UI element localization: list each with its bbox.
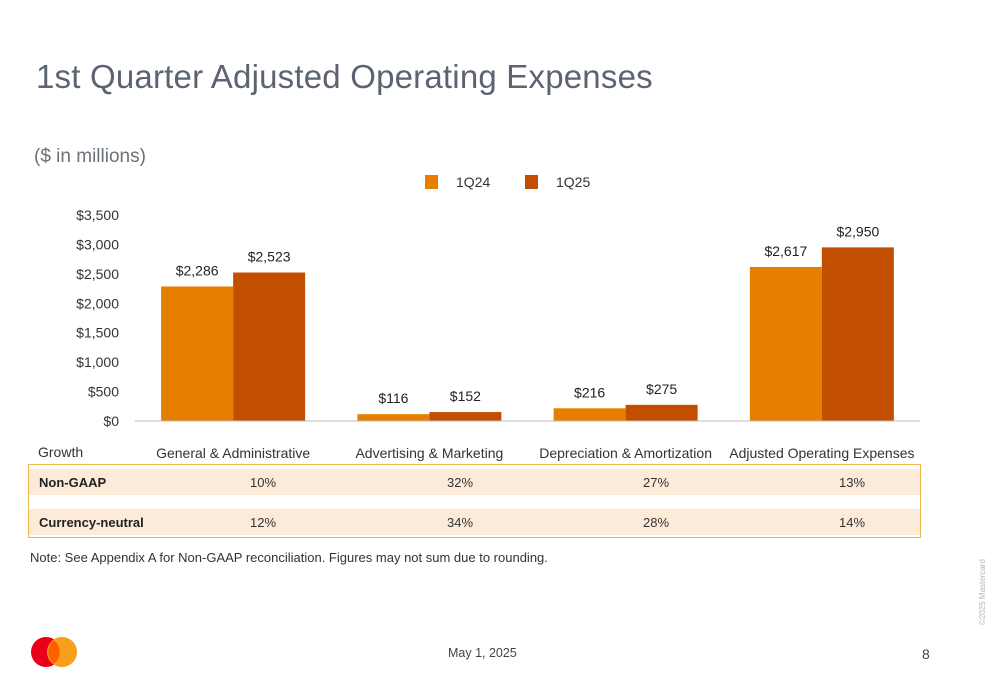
y-tick-label: $1,000 bbox=[76, 354, 119, 370]
y-tick-label: $2,000 bbox=[76, 295, 119, 311]
footer-date: May 1, 2025 bbox=[448, 646, 517, 660]
y-tick-label: $3,000 bbox=[76, 236, 119, 252]
y-tick-label: $500 bbox=[88, 384, 119, 400]
page-number: 8 bbox=[922, 646, 930, 662]
growth-cell: 10% bbox=[249, 475, 277, 490]
y-tick-label: $3,500 bbox=[76, 207, 119, 223]
growth-row-label: Non-GAAP bbox=[39, 475, 107, 490]
bar-1q25-2 bbox=[429, 412, 502, 421]
growth-cell: 28% bbox=[642, 515, 670, 530]
data-label: $152 bbox=[450, 388, 481, 404]
legend-swatch-1q24 bbox=[425, 175, 438, 189]
bar-1q24-2 bbox=[357, 414, 430, 421]
growth-cell: 12% bbox=[249, 515, 277, 530]
data-label: $275 bbox=[646, 381, 677, 397]
growth-row-label: Currency-neutral bbox=[39, 515, 144, 530]
data-label: $116 bbox=[378, 390, 408, 406]
bar-1q24-3 bbox=[553, 408, 626, 421]
y-tick-label: $2,500 bbox=[76, 266, 119, 282]
bar-chart: $0 $500 $1,000 $1,500 $2,000 $2,500 $3,000 $3,5… bbox=[76, 174, 920, 461]
data-label: $2,950 bbox=[836, 223, 879, 239]
y-tick-label: $0 bbox=[103, 413, 119, 429]
mastercard-logo bbox=[31, 637, 77, 667]
data-label: $216 bbox=[574, 384, 605, 400]
bar-1q25-3 bbox=[625, 404, 698, 421]
data-label: $2,523 bbox=[248, 249, 291, 265]
growth-cell: 13% bbox=[838, 475, 866, 490]
legend-label: 1Q24 bbox=[456, 174, 490, 190]
x-category-label: General & Administrative bbox=[156, 445, 310, 461]
bar-1q24-4 bbox=[749, 266, 822, 421]
legend-label: 1Q25 bbox=[556, 174, 590, 190]
bar-1q25-1 bbox=[233, 272, 306, 421]
growth-cell: 32% bbox=[446, 475, 474, 490]
bar-1q24-1 bbox=[161, 286, 234, 421]
footnote: Note: See Appendix A for Non-GAAP reconc… bbox=[30, 550, 548, 565]
x-category-label: Adjusted Operating Expenses bbox=[729, 445, 914, 461]
growth-row-currency-neutral: Currency-neutral 12% 34% 28% 14% bbox=[29, 509, 920, 535]
x-category-label: Advertising & Marketing bbox=[355, 445, 503, 461]
page-title: 1st Quarter Adjusted Operating Expenses bbox=[36, 58, 653, 95]
growth-label: Growth bbox=[38, 444, 84, 460]
y-tick-label: $1,500 bbox=[76, 325, 119, 341]
growth-cell: 14% bbox=[838, 515, 866, 530]
bar-1q25-4 bbox=[821, 247, 894, 421]
data-label: $2,286 bbox=[176, 262, 219, 278]
growth-cell: 27% bbox=[642, 475, 670, 490]
growth-row-non-gaap: Non-GAAP 10% 32% 27% 13% bbox=[29, 469, 920, 495]
growth-cell: 34% bbox=[446, 515, 474, 530]
legend-swatch-1q25 bbox=[525, 175, 538, 189]
copyright-notice: ©2025 Mastercard bbox=[978, 559, 987, 625]
x-category-label: Depreciation & Amortization bbox=[539, 445, 712, 461]
chart-subtitle: ($ in millions) bbox=[34, 146, 146, 167]
growth-table: Non-GAAP 10% 32% 27% 13% Currency-neutra… bbox=[28, 464, 921, 538]
data-label: $2,617 bbox=[764, 243, 807, 259]
